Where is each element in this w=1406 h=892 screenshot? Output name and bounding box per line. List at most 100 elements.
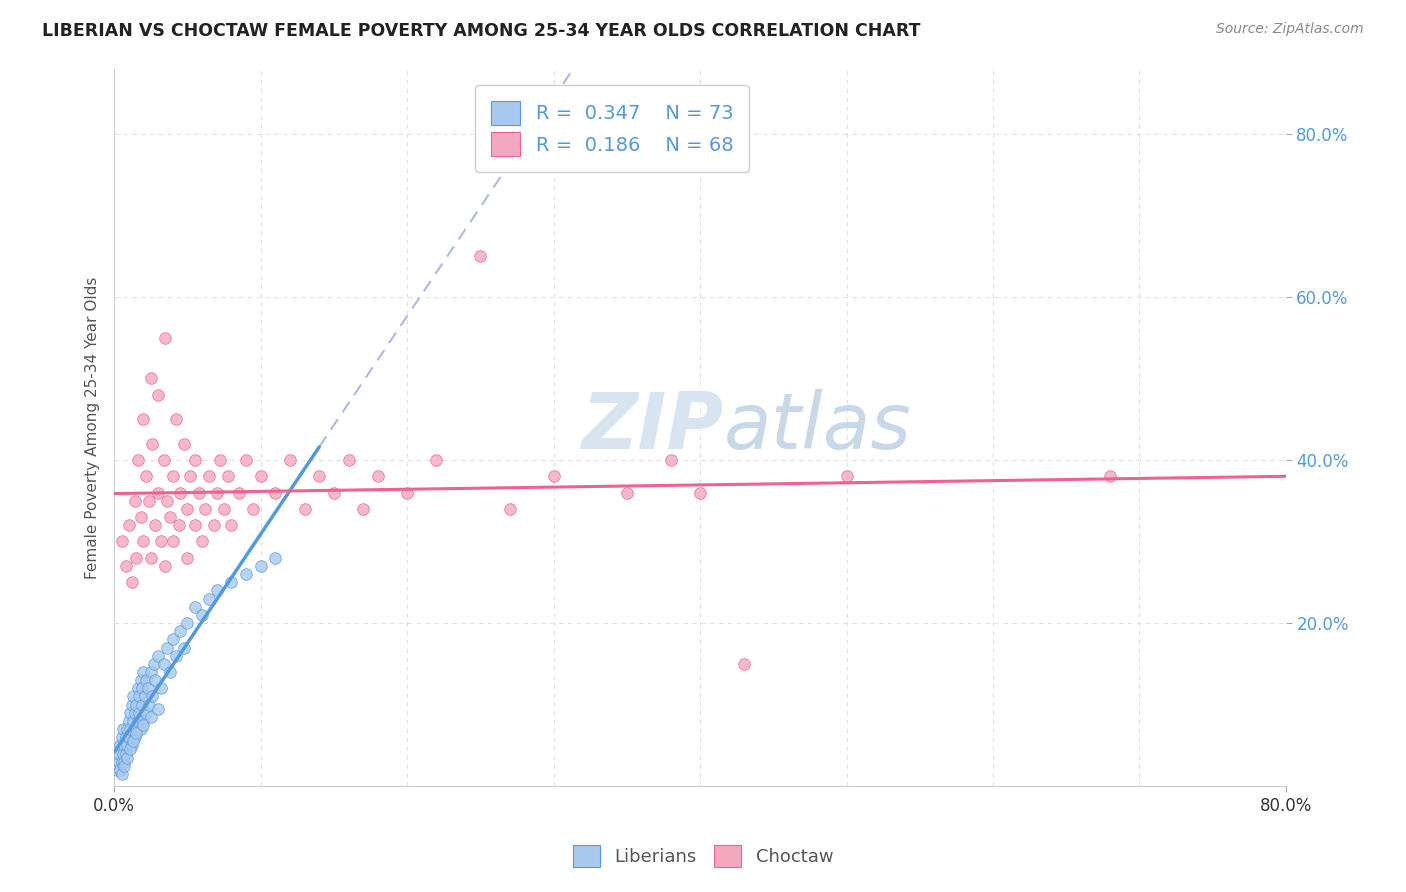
Point	[205, 583, 228, 598]
Point	[208, 453, 231, 467]
Point	[122, 690, 145, 704]
Point	[159, 510, 181, 524]
Point	[134, 690, 156, 704]
Point	[132, 718, 155, 732]
Point	[118, 518, 141, 533]
Point	[118, 730, 141, 744]
Point	[322, 485, 344, 500]
Point	[127, 681, 149, 696]
Point	[1099, 469, 1122, 483]
Point	[122, 734, 145, 748]
Point	[159, 665, 181, 679]
Point	[143, 518, 166, 533]
Point	[139, 710, 162, 724]
Point	[278, 453, 301, 467]
Point	[128, 690, 150, 704]
Point	[150, 681, 173, 696]
Point	[264, 485, 287, 500]
Point	[142, 657, 165, 671]
Point	[120, 706, 142, 720]
Point	[129, 722, 152, 736]
Point	[165, 648, 187, 663]
Point	[176, 501, 198, 516]
Point	[110, 534, 132, 549]
Point	[117, 739, 139, 753]
Text: ZIP: ZIP	[581, 389, 724, 466]
Point	[120, 742, 142, 756]
Point	[111, 722, 134, 736]
Point	[235, 567, 257, 582]
Point	[167, 518, 190, 533]
Point	[659, 453, 682, 467]
Point	[470, 249, 492, 263]
Y-axis label: Female Poverty Among 25-34 Year Olds: Female Poverty Among 25-34 Year Olds	[86, 277, 100, 579]
Point	[132, 665, 155, 679]
Point	[121, 698, 143, 712]
Point	[132, 534, 155, 549]
Point	[202, 518, 225, 533]
Point	[308, 469, 330, 483]
Point	[169, 485, 191, 500]
Point	[124, 730, 146, 744]
Point	[105, 763, 128, 777]
Text: Source: ZipAtlas.com: Source: ZipAtlas.com	[1216, 22, 1364, 37]
Point	[146, 701, 169, 715]
Point	[396, 485, 419, 500]
Point	[138, 493, 160, 508]
Point	[150, 534, 173, 549]
Point	[136, 681, 159, 696]
Point	[146, 485, 169, 500]
Point	[125, 726, 148, 740]
Point	[131, 698, 153, 712]
Point	[138, 698, 160, 712]
Point	[191, 534, 214, 549]
Point	[135, 673, 157, 687]
Point	[616, 485, 638, 500]
Text: atlas: atlas	[724, 389, 911, 466]
Point	[162, 534, 184, 549]
Point	[221, 518, 243, 533]
Point	[155, 331, 177, 345]
Point	[235, 453, 257, 467]
Point	[184, 453, 207, 467]
Point	[194, 501, 217, 516]
Point	[249, 469, 271, 483]
Point	[132, 412, 155, 426]
Point	[162, 632, 184, 647]
Point	[173, 640, 195, 655]
Point	[733, 657, 755, 671]
Point	[114, 755, 136, 769]
Point	[146, 388, 169, 402]
Point	[352, 501, 374, 516]
Point	[425, 453, 447, 467]
Point	[125, 722, 148, 736]
Point	[242, 501, 264, 516]
Point	[198, 591, 221, 606]
Legend: Liberians, Choctaw: Liberians, Choctaw	[565, 838, 841, 874]
Point	[120, 722, 142, 736]
Point	[153, 453, 176, 467]
Point	[115, 747, 138, 761]
Point	[169, 624, 191, 639]
Point	[128, 706, 150, 720]
Point	[131, 681, 153, 696]
Point	[114, 758, 136, 772]
Point	[114, 739, 136, 753]
Point	[118, 714, 141, 728]
Point	[143, 673, 166, 687]
Point	[125, 550, 148, 565]
Point	[835, 469, 858, 483]
Point	[176, 550, 198, 565]
Point	[153, 657, 176, 671]
Point	[117, 722, 139, 736]
Point	[125, 698, 148, 712]
Point	[139, 665, 162, 679]
Point	[162, 469, 184, 483]
Point	[156, 640, 179, 655]
Point	[188, 485, 211, 500]
Point	[221, 575, 243, 590]
Point	[179, 469, 201, 483]
Point	[127, 714, 149, 728]
Point	[108, 763, 131, 777]
Point	[198, 469, 221, 483]
